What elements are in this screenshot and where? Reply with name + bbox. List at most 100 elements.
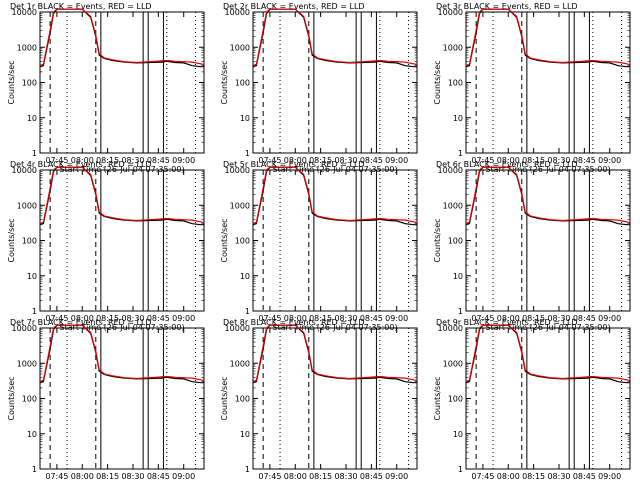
x-tick-label: 07:45	[45, 314, 68, 323]
x-tick-label: 08:00	[71, 472, 94, 480]
chart-det-2: Det 2r BLACK = Events, RED = LLD 1 10 100 10…	[220, 2, 418, 174]
y-axis-label: Counts/sec	[7, 60, 16, 104]
x-tick-label: 07:45	[258, 472, 281, 480]
series-events	[465, 324, 630, 384]
x-tick-label: 08:00	[497, 472, 520, 480]
series-lld	[39, 8, 205, 67]
x-tick-label: 07:45	[471, 472, 494, 480]
y-tick-label: 10	[240, 272, 250, 281]
x-tick-label: 09:00	[598, 472, 621, 480]
x-tick-label: 08:15	[522, 156, 545, 165]
x-tick-label: 09:00	[385, 472, 408, 480]
y-axis-label: Counts/sec	[220, 60, 229, 104]
chart-title: Det 7r BLACK = Events, RED = LLD	[10, 318, 152, 327]
x-tick-label: 08:15	[522, 314, 545, 323]
y-tick-label: 1	[458, 149, 463, 158]
y-tick-label: 10000	[438, 8, 463, 17]
plot-frame	[252, 11, 418, 154]
y-axis-label: Counts/sec	[220, 376, 229, 420]
y-tick-label: 1	[32, 149, 37, 158]
y-axis-label: Counts/sec	[7, 218, 16, 262]
series-events	[465, 8, 630, 68]
y-axis-label: Counts/sec	[7, 376, 16, 420]
x-tick-label: 08:45	[573, 156, 596, 165]
y-tick-label: 100	[22, 237, 37, 246]
x-tick-label: 08:00	[497, 156, 520, 165]
chart-det-9: Det 9r BLACK = Events, RED = LLD 1 10 100 10…	[433, 318, 631, 480]
y-tick-label: 10	[453, 114, 463, 123]
x-tick-label: 09:00	[385, 314, 408, 323]
chart-title: Det 3r BLACK = Events, RED = LLD	[436, 2, 578, 11]
x-tick-label: 07:45	[258, 314, 281, 323]
chart-det-3: Det 3r BLACK = Events, RED = LLD 1 10 100 10…	[433, 2, 631, 174]
y-tick-label: 10	[453, 272, 463, 281]
plot-frame	[39, 327, 205, 470]
x-tick-label: 08:30	[334, 156, 357, 165]
y-tick-label: 1000	[17, 359, 37, 368]
x-tick-label: 08:15	[309, 472, 332, 480]
x-tick-label: 09:00	[598, 156, 621, 165]
x-tick-label: 08:45	[573, 314, 596, 323]
y-tick-label: 1	[32, 465, 37, 474]
x-tick-label: 08:00	[497, 314, 520, 323]
series-events	[252, 324, 417, 384]
y-tick-label: 10000	[225, 166, 250, 175]
chart-det-6: Det 6r BLACK = Events, RED = LLD 1 10 100 10…	[433, 160, 631, 332]
chart-title: Det 5r BLACK = Events, RED = LLD	[223, 160, 365, 169]
y-tick-label: 100	[448, 395, 463, 404]
series-events	[39, 166, 204, 226]
chart-title: Det 4r BLACK = Events, RED = LLD	[10, 160, 152, 169]
y-tick-label: 10	[240, 114, 250, 123]
series-lld	[252, 324, 418, 383]
y-tick-label: 10	[27, 430, 37, 439]
x-tick-label: 08:15	[96, 156, 119, 165]
x-tick-label: 08:45	[360, 156, 383, 165]
y-tick-label: 1	[245, 149, 250, 158]
series-events	[465, 166, 630, 226]
y-axis-label: Counts/sec	[220, 218, 229, 262]
x-tick-label: 08:30	[547, 156, 570, 165]
x-tick-label: 08:30	[121, 472, 144, 480]
x-tick-label: 08:45	[360, 472, 383, 480]
y-tick-label: 1000	[17, 201, 37, 210]
y-tick-label: 1000	[443, 201, 463, 210]
chart-det-5: Det 5r BLACK = Events, RED = LLD 1 10 100 10…	[220, 160, 418, 332]
x-tick-label: 09:00	[598, 314, 621, 323]
y-tick-label: 1	[245, 307, 250, 316]
series-lld	[465, 8, 631, 67]
x-tick-label: 08:30	[334, 314, 357, 323]
y-tick-label: 10000	[225, 324, 250, 333]
series-lld	[39, 324, 205, 383]
x-tick-label: 08:45	[147, 472, 170, 480]
y-tick-label: 10000	[438, 166, 463, 175]
y-tick-label: 10	[240, 430, 250, 439]
y-tick-label: 1000	[230, 43, 250, 52]
x-tick-label: 07:45	[471, 314, 494, 323]
x-tick-label: 08:30	[547, 472, 570, 480]
series-events	[252, 8, 417, 68]
chart-det-7: Det 7r BLACK = Events, RED = LLD 1 10 100 10…	[7, 318, 205, 480]
series-events	[252, 166, 417, 226]
x-tick-label: 08:00	[284, 314, 307, 323]
x-tick-label: 08:45	[147, 156, 170, 165]
y-tick-label: 100	[22, 79, 37, 88]
x-tick-label: 07:45	[258, 156, 281, 165]
chart-det-4: Det 4r BLACK = Events, RED = LLD 1 10 100 10…	[7, 160, 205, 332]
x-tick-label: 08:00	[284, 472, 307, 480]
y-tick-label: 10000	[12, 8, 37, 17]
y-tick-label: 10000	[12, 324, 37, 333]
y-tick-label: 1	[458, 465, 463, 474]
y-tick-label: 1000	[443, 359, 463, 368]
chart-det-8: Det 8r BLACK = Events, RED = LLD 1 10 100 10…	[220, 318, 418, 480]
y-tick-label: 10000	[438, 324, 463, 333]
chart-title: Det 9r BLACK = Events, RED = LLD	[436, 318, 578, 327]
x-tick-label: 08:00	[71, 314, 94, 323]
chart-title: Det 6r BLACK = Events, RED = LLD	[436, 160, 578, 169]
x-tick-label: 09:00	[385, 156, 408, 165]
y-tick-label: 100	[448, 79, 463, 88]
y-tick-label: 1000	[17, 43, 37, 52]
y-tick-label: 100	[235, 79, 250, 88]
y-tick-label: 1	[32, 307, 37, 316]
y-tick-label: 1	[245, 465, 250, 474]
